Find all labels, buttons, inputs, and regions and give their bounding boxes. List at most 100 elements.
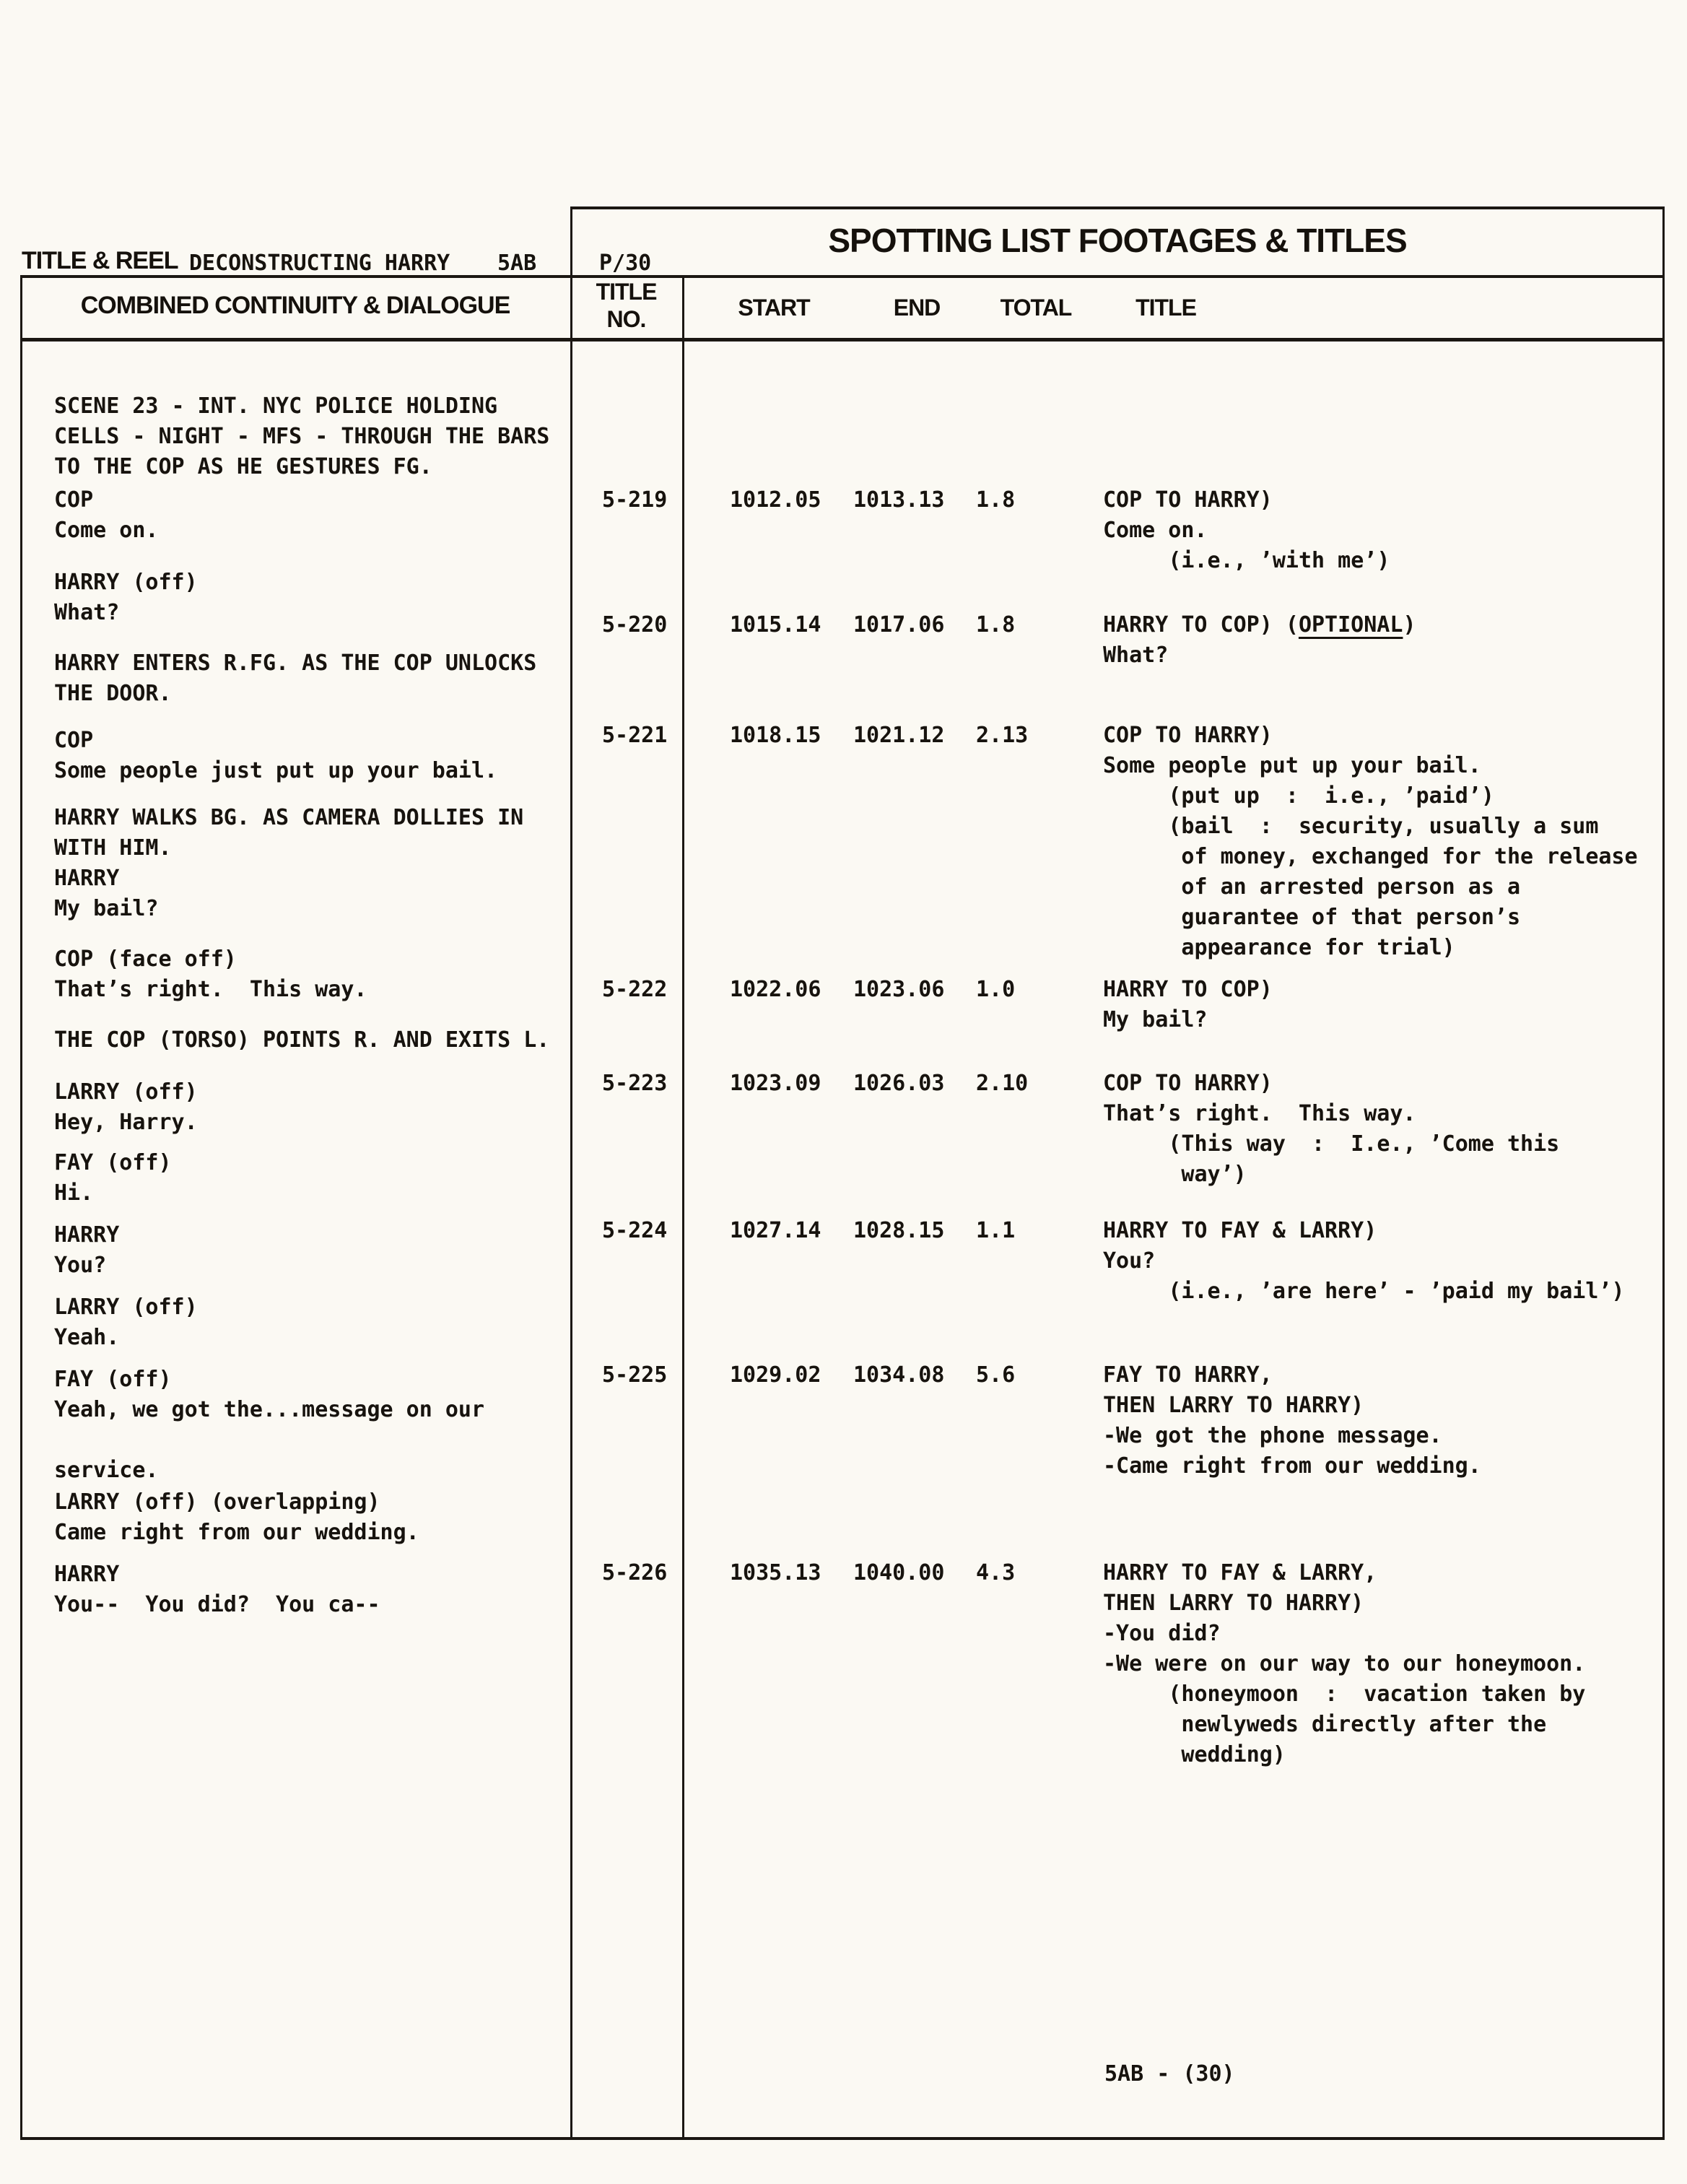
continuity-line: You? xyxy=(54,1253,107,1278)
cue-title-line: (bail : security, usually a sum xyxy=(1168,814,1599,839)
cue-title-line: newlyweds directly after the xyxy=(1181,1712,1547,1737)
column-header-start: START xyxy=(738,295,810,321)
cue-title-line: COP TO HARRY) xyxy=(1103,487,1273,513)
cue-title-line: Some people put up your bail. xyxy=(1103,753,1481,778)
cue-title-line: HARRY TO COP) (OPTIONAL) xyxy=(1103,612,1416,638)
column-header-title: TITLE xyxy=(1135,295,1197,321)
continuity-line: What? xyxy=(54,600,120,625)
cue-number: 5-221 xyxy=(602,723,668,748)
cue-title-line: THEN LARRY TO HARRY) xyxy=(1103,1393,1364,1418)
continuity-line: THE DOOR. xyxy=(54,681,172,706)
cue-number: 5-225 xyxy=(602,1362,668,1388)
column-header-title-no-line1: TITLE xyxy=(596,279,658,305)
cue-start: 1023.09 xyxy=(730,1071,821,1096)
continuity-line: COP xyxy=(54,728,94,753)
cue-start: 1012.05 xyxy=(730,487,821,513)
column-header-dialogue: COMBINED CONTINUITY & DIALOGUE xyxy=(80,292,511,319)
title-reel-label: TITLE & REEL xyxy=(22,247,179,274)
table-border-right xyxy=(1662,206,1665,2140)
cue-title-line: -Came right from our wedding. xyxy=(1103,1453,1481,1479)
cue-title-line: FAY TO HARRY, xyxy=(1103,1362,1273,1388)
cue-title-line: HARRY TO FAY & LARRY) xyxy=(1103,1218,1377,1243)
continuity-line: HARRY ENTERS R.FG. AS THE COP UNLOCKS xyxy=(54,651,537,676)
cue-title-line: -You did? xyxy=(1103,1621,1221,1646)
continuity-line: Come on. xyxy=(54,518,159,543)
column-header-title-no-line2: NO. xyxy=(606,306,647,332)
cue-end: 1023.06 xyxy=(853,977,945,1002)
cue-title-line: (i.e., ’with me’) xyxy=(1168,548,1390,573)
cue-number: 5-219 xyxy=(602,487,668,513)
cue-number: 5-222 xyxy=(602,977,668,1002)
table-divider-dialogue-titleno xyxy=(570,206,572,2140)
cue-title-line: -We were on our way to our honeymoon. xyxy=(1103,1651,1586,1676)
footer-page-label: 5AB - (30) xyxy=(1104,2061,1235,2087)
cue-end: 1026.03 xyxy=(853,1071,945,1096)
cue-title-line: of an arrested person as a xyxy=(1181,874,1521,900)
table-rule-under-column-headers xyxy=(20,338,1665,341)
continuity-line: HARRY xyxy=(54,866,120,891)
continuity-line: HARRY xyxy=(54,1562,120,1587)
cue-title-line: You? xyxy=(1103,1248,1156,1274)
cue-number: 5-220 xyxy=(602,612,668,638)
table-divider-titleno-start xyxy=(682,275,684,2140)
table-border-top-right-box xyxy=(570,206,1665,209)
cue-start: 1015.14 xyxy=(730,612,821,638)
cue-total: 5.6 xyxy=(976,1362,1016,1388)
cue-start: 1018.15 xyxy=(730,723,821,748)
cue-total: 2.13 xyxy=(976,723,1029,748)
cue-title-line: -We got the phone message. xyxy=(1103,1423,1442,1448)
cue-number: 5-224 xyxy=(602,1218,668,1243)
continuity-line: SCENE 23 - INT. NYC POLICE HOLDING xyxy=(54,393,498,419)
cue-title-line: guarantee of that person’s xyxy=(1181,905,1521,930)
cue-end: 1040.00 xyxy=(853,1560,945,1585)
continuity-line: Hi. xyxy=(54,1180,94,1206)
cue-title-line: COP TO HARRY) xyxy=(1103,723,1273,748)
cue-title-line: wedding) xyxy=(1181,1742,1286,1767)
continuity-line: LARRY (off) (overlapping) xyxy=(54,1489,380,1515)
continuity-line: That’s right. This way. xyxy=(54,977,367,1002)
continuity-line: Some people just put up your bail. xyxy=(54,758,498,783)
cue-title-line: THEN LARRY TO HARRY) xyxy=(1103,1591,1364,1616)
continuity-line: CELLS - NIGHT - MFS - THROUGH THE BARS xyxy=(54,424,550,449)
cue-title-line: way’) xyxy=(1181,1162,1247,1187)
continuity-line: WITH HIM. xyxy=(54,835,172,861)
cue-title-line: Come on. xyxy=(1103,518,1208,543)
continuity-line: FAY (off) xyxy=(54,1150,172,1175)
continuity-line: LARRY (off) xyxy=(54,1079,198,1105)
cue-total: 1.1 xyxy=(976,1218,1016,1243)
continuity-line: THE COP (TORSO) POINTS R. AND EXITS L. xyxy=(54,1027,550,1053)
cue-title-line: That’s right. This way. xyxy=(1103,1101,1416,1126)
continuity-line: TO THE COP AS HE GESTURES FG. xyxy=(54,454,432,479)
reel-number: 5AB xyxy=(497,251,537,276)
continuity-line: Came right from our wedding. xyxy=(54,1520,419,1545)
cue-total: 2.10 xyxy=(976,1071,1029,1096)
continuity-line: FAY (off) xyxy=(54,1367,172,1392)
cue-title-line: (i.e., ’are here’ - ’paid my bail’) xyxy=(1168,1279,1625,1304)
cue-start: 1027.14 xyxy=(730,1218,821,1243)
continuity-line: You-- You did? You ca-- xyxy=(54,1592,380,1617)
continuity-line: Hey, Harry. xyxy=(54,1110,198,1135)
cue-total: 1.8 xyxy=(976,487,1016,513)
cue-title-line: (put up : i.e., ’paid’) xyxy=(1168,783,1494,809)
continuity-line: Yeah, we got the...message on our xyxy=(54,1397,485,1422)
cue-number: 5-226 xyxy=(602,1560,668,1585)
cue-title-line: HARRY TO COP) xyxy=(1103,977,1273,1002)
cue-number: 5-223 xyxy=(602,1071,668,1096)
page-title: SPOTTING LIST FOOTAGES & TITLES xyxy=(828,222,1407,259)
continuity-line: Yeah. xyxy=(54,1325,120,1350)
cue-title-line: of money, exchanged for the release xyxy=(1181,844,1638,869)
continuity-line: LARRY (off) xyxy=(54,1295,198,1320)
cue-title-line: (This way : I.e., ’Come this xyxy=(1168,1131,1560,1157)
cue-start: 1029.02 xyxy=(730,1362,821,1388)
cue-start: 1022.06 xyxy=(730,977,821,1002)
cue-title-line: appearance for trial) xyxy=(1181,935,1455,960)
cue-title-line: What? xyxy=(1103,643,1169,668)
table-border-bottom xyxy=(20,2137,1665,2140)
cue-title-line: (honeymoon : vacation taken by xyxy=(1168,1681,1586,1707)
cue-title-line: My bail? xyxy=(1103,1007,1208,1032)
cue-end: 1017.06 xyxy=(853,612,945,638)
continuity-line: service. xyxy=(54,1458,159,1483)
continuity-line: My bail? xyxy=(54,896,159,921)
table-rule-under-title-reel xyxy=(20,275,1665,278)
